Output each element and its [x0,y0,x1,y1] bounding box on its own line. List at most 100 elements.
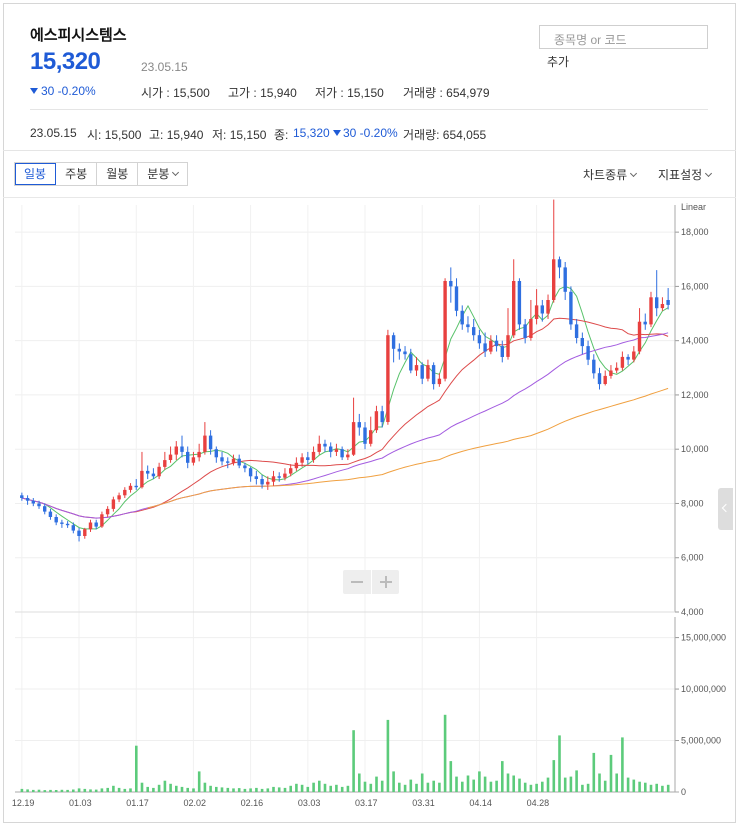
volume-bar [489,781,493,792]
volume-y-tick-label: 15,000,000 [681,633,726,643]
candle-body [512,281,516,336]
volume-bar [346,785,350,792]
zoom-in-button[interactable] [372,570,400,594]
volume-bar [66,789,69,792]
volume-bar [37,789,41,792]
candle-body [449,281,453,287]
candle-body [620,356,625,368]
candle-body [649,297,653,325]
volume-bar [237,788,241,792]
change-text: 30 -0.20% [41,84,96,98]
volume-bar [403,784,407,792]
volume-bar [295,783,298,792]
volume-value: 654,979 [446,86,490,100]
volume-bar [266,788,270,792]
high-stat: 고가 : 15,940 [228,86,297,100]
tab-weekly[interactable]: 주봉 [56,163,98,185]
summary-close: 15,320 [293,126,330,140]
stock-name: 에스피시스템스 [30,27,127,44]
volume-bar [666,784,670,792]
tab-monthly[interactable]: 월봉 [97,163,139,185]
summary-volume: 거래량: 654,055 [403,128,487,142]
y-tick-label: 12,000 [681,390,709,400]
volume-bar [506,773,510,792]
candle-body [48,511,53,517]
volume-label: 거래량 [403,86,437,100]
candle-body [540,305,544,314]
candle-body [574,324,579,338]
volume-bar [472,779,475,792]
candle-body [666,300,670,305]
candle-body [443,281,447,379]
volume-bar [581,784,584,792]
candle-body [597,373,602,385]
volume-bar [192,788,195,792]
chart-type-dropdown[interactable]: 차트종류 [583,166,638,183]
candle-body [123,489,127,496]
zoom-out-button[interactable] [343,570,372,594]
candle-body [329,446,333,452]
volume-bar [112,785,115,792]
volume-bar [380,780,384,792]
summary-change-text: 30 -0.20% [343,126,398,140]
candle-body [111,499,116,509]
volume-bar [420,773,424,792]
open-stat: 시가 : 15,500 [141,86,210,100]
candle-body [65,523,70,526]
divider [3,150,736,151]
volume-bar [603,780,607,792]
candle-body [334,449,339,452]
volume-bar [392,771,395,792]
candle-body [494,340,499,347]
indicator-label: 지표설정 [658,168,703,182]
divider [30,109,708,110]
candle-body [409,354,413,371]
candle-body [523,324,527,338]
candle-body [660,304,665,309]
volume-bar [163,780,167,792]
candle-body [626,356,630,360]
candle-body [369,430,373,444]
candle-body [94,522,98,527]
x-tick-label: 03.17 [355,798,378,808]
candle-body [346,454,350,458]
candle-body [317,443,321,452]
tab-daily[interactable]: 일봉 [15,163,57,185]
candle-body [580,338,584,347]
candle-body [254,476,258,479]
tab-minute[interactable]: 분봉 [138,163,187,185]
candle-body [557,259,562,268]
volume-bar [209,785,212,792]
candle-body [437,378,442,385]
candle-body [489,340,493,352]
indicator-dropdown[interactable]: 지표설정 [658,166,713,183]
stock-search-input[interactable]: 종목명 or 코드 [539,25,708,49]
volume-bar [146,786,149,792]
volume-bar [203,782,207,792]
volume-bar [129,788,132,792]
candle-body [220,457,224,462]
side-panel-toggle[interactable] [718,488,733,530]
candle-body [283,473,287,478]
volume-bar [478,771,481,792]
volume-bar [220,787,224,792]
volume-bar [438,782,441,792]
candle-body [546,300,550,314]
volume-bar [461,781,464,792]
volume-bar [501,761,504,792]
candle-body [128,485,133,490]
candle-body [243,465,247,469]
volume-bar [558,735,561,792]
candle-body [454,286,459,311]
volume-bar [323,783,327,792]
price-change: 30 -0.20% [30,84,96,98]
volume-bar [363,781,367,792]
volume-y-tick-label: 5,000,000 [681,736,721,746]
volume-bar [89,789,92,792]
candle-body [277,476,281,478]
volume-bar [535,783,538,792]
add-button[interactable]: 추가 [547,55,570,69]
candle-body [43,506,47,512]
volume-bar [632,779,636,792]
